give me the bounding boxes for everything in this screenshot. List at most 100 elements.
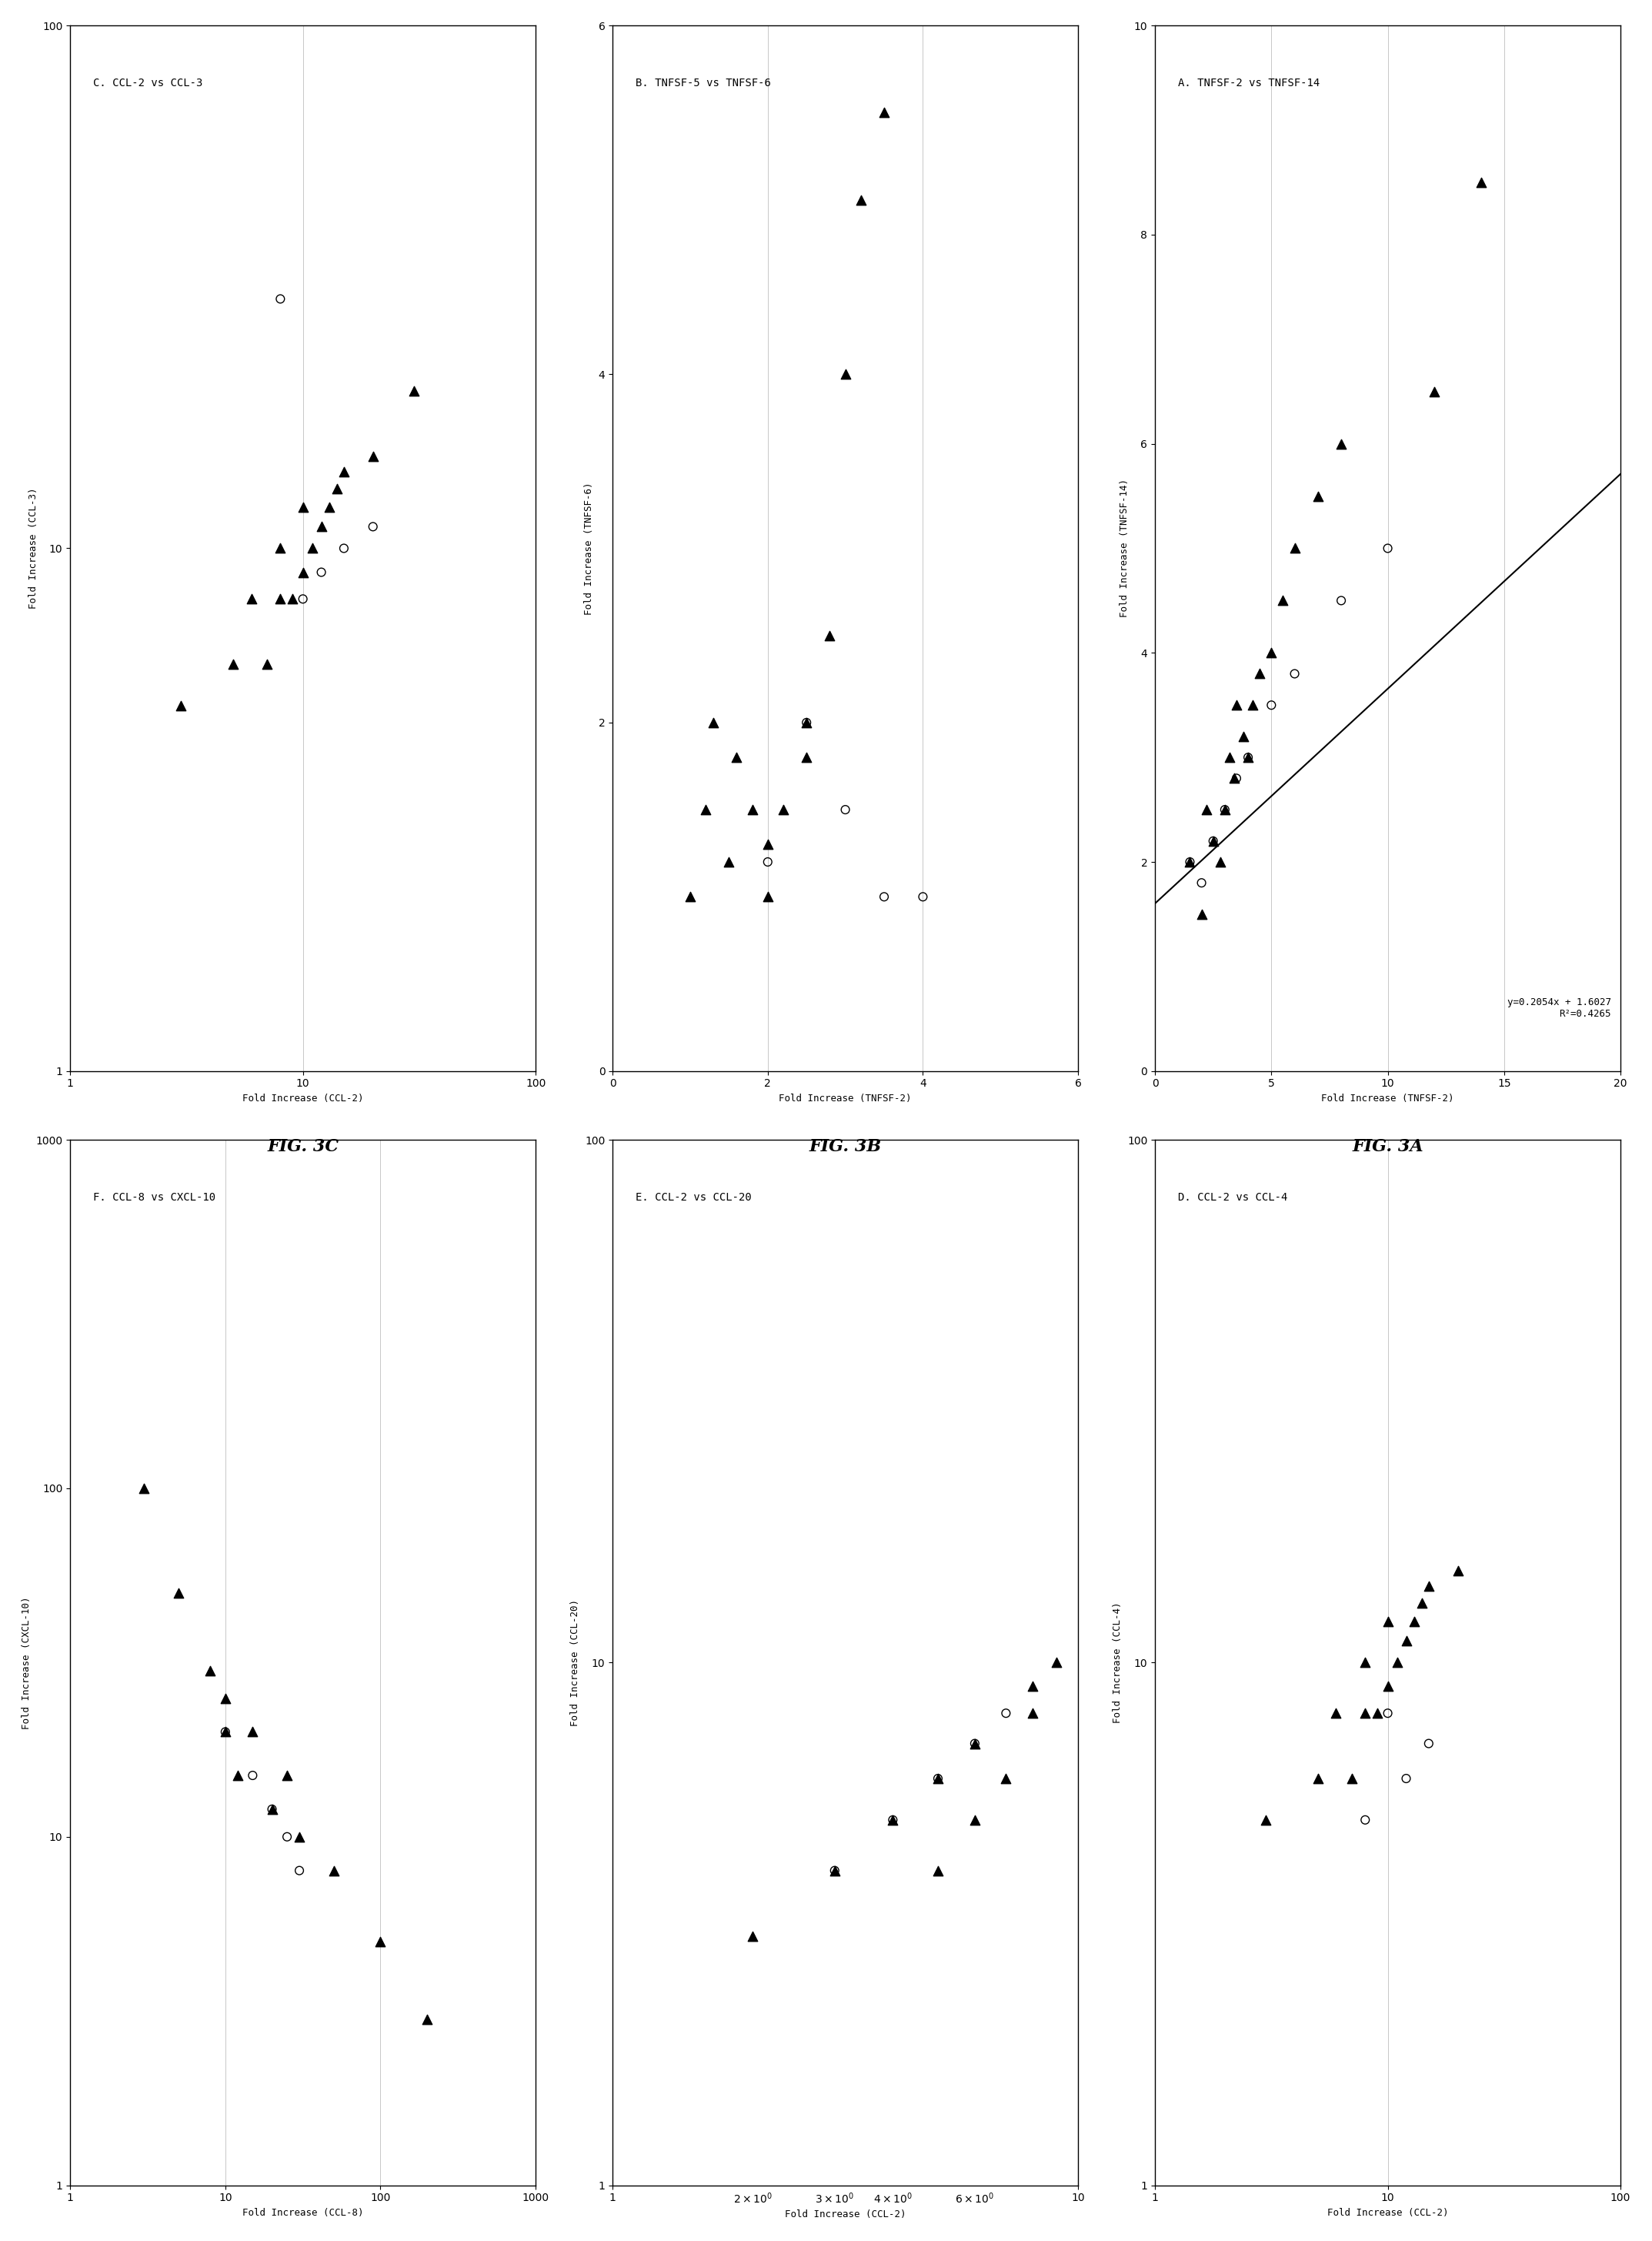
Point bbox=[1252, 1802, 1279, 1838]
Point bbox=[324, 471, 350, 506]
Point bbox=[1211, 791, 1237, 827]
Point bbox=[1444, 1553, 1470, 1589]
Point bbox=[1351, 1645, 1378, 1681]
Point bbox=[816, 619, 843, 654]
Point bbox=[289, 554, 316, 589]
Point bbox=[1467, 164, 1493, 199]
Point bbox=[833, 356, 859, 392]
Point bbox=[1208, 845, 1234, 881]
Point bbox=[1222, 688, 1249, 724]
X-axis label: Fold Increase (TNFSF-2): Fold Increase (TNFSF-2) bbox=[1322, 1094, 1454, 1103]
Point bbox=[871, 878, 897, 914]
Point bbox=[1270, 583, 1297, 619]
Point bbox=[1176, 845, 1203, 881]
Point bbox=[240, 1757, 266, 1793]
Point bbox=[1211, 791, 1237, 827]
Y-axis label: Fold Increase (CCL-4): Fold Increase (CCL-4) bbox=[1113, 1602, 1123, 1723]
Point bbox=[1328, 426, 1355, 462]
Point bbox=[1374, 531, 1401, 567]
Point bbox=[1221, 760, 1247, 796]
Point bbox=[211, 1714, 238, 1750]
Point bbox=[211, 1714, 238, 1750]
Point bbox=[1188, 865, 1214, 901]
Point bbox=[1247, 657, 1274, 692]
Point bbox=[1239, 688, 1265, 724]
Point bbox=[1365, 1694, 1391, 1730]
Point bbox=[1374, 1602, 1401, 1638]
Text: FIG. 3A: FIG. 3A bbox=[1351, 1138, 1424, 1154]
X-axis label: Fold Increase (CCL-2): Fold Increase (CCL-2) bbox=[243, 1094, 363, 1103]
Point bbox=[360, 509, 387, 545]
Point bbox=[755, 827, 781, 863]
Point bbox=[289, 580, 316, 616]
Point bbox=[925, 1761, 952, 1797]
Point bbox=[1019, 1670, 1046, 1705]
Point bbox=[1393, 1622, 1419, 1658]
Point bbox=[1259, 634, 1285, 670]
Point bbox=[925, 1853, 952, 1889]
Point bbox=[286, 1853, 312, 1889]
Text: FIG. 3C: FIG. 3C bbox=[268, 1138, 339, 1154]
Point bbox=[274, 1820, 301, 1856]
X-axis label: Fold Increase (TNFSF-2): Fold Increase (TNFSF-2) bbox=[780, 1094, 912, 1103]
Point bbox=[1393, 1761, 1419, 1797]
Y-axis label: Fold Increase (CXCL-10): Fold Increase (CXCL-10) bbox=[21, 1596, 31, 1728]
Point bbox=[1351, 1694, 1378, 1730]
Point bbox=[1282, 657, 1308, 692]
Point bbox=[367, 1923, 393, 1959]
Point bbox=[1199, 822, 1226, 858]
Point bbox=[1351, 1802, 1378, 1838]
Point bbox=[1384, 1645, 1411, 1681]
Point bbox=[211, 1681, 238, 1717]
Point bbox=[1323, 1694, 1350, 1730]
Point bbox=[1216, 740, 1242, 775]
Point bbox=[879, 1802, 905, 1838]
Point bbox=[1374, 1694, 1401, 1730]
Point bbox=[330, 531, 357, 567]
Point bbox=[700, 704, 727, 740]
X-axis label: Fold Increase (CCL-2): Fold Increase (CCL-2) bbox=[1327, 2207, 1449, 2219]
Point bbox=[1305, 1761, 1332, 1797]
Point bbox=[961, 1726, 988, 1761]
Point bbox=[131, 1470, 157, 1506]
Point bbox=[316, 489, 342, 524]
Text: FIG. 3B: FIG. 3B bbox=[809, 1138, 882, 1154]
Point bbox=[755, 878, 781, 914]
Point bbox=[401, 372, 428, 408]
Point bbox=[925, 1761, 952, 1797]
Point bbox=[993, 1761, 1019, 1797]
Y-axis label: Fold Increase (TNFSF-14): Fold Increase (TNFSF-14) bbox=[1120, 480, 1130, 619]
Point bbox=[1421, 374, 1447, 410]
Point bbox=[1231, 719, 1257, 755]
Text: D. CCL-2 vs CCL-4: D. CCL-2 vs CCL-4 bbox=[1178, 1192, 1289, 1203]
Point bbox=[1282, 531, 1308, 567]
Point bbox=[165, 1575, 192, 1611]
Point bbox=[1222, 760, 1249, 796]
Point bbox=[320, 1853, 347, 1889]
Point bbox=[1328, 583, 1355, 619]
Point bbox=[1374, 1670, 1401, 1705]
Point bbox=[1188, 896, 1214, 932]
Point bbox=[225, 1757, 251, 1793]
Point bbox=[724, 740, 750, 775]
Text: E. CCL-2 vs CCL-20: E. CCL-2 vs CCL-20 bbox=[636, 1192, 752, 1203]
Point bbox=[259, 1791, 286, 1826]
Point bbox=[268, 280, 294, 316]
Point bbox=[821, 1853, 847, 1889]
Point bbox=[793, 704, 819, 740]
Point bbox=[821, 1853, 847, 1889]
Point bbox=[740, 1918, 767, 1954]
Point bbox=[268, 580, 294, 616]
Point bbox=[1416, 1726, 1442, 1761]
X-axis label: Fold Increase (CCL-2): Fold Increase (CCL-2) bbox=[785, 2210, 905, 2219]
Text: C. CCL-2 vs CCL-3: C. CCL-2 vs CCL-3 bbox=[94, 78, 203, 90]
Point bbox=[715, 845, 742, 881]
Point bbox=[415, 2001, 441, 2037]
Point bbox=[910, 878, 937, 914]
Point bbox=[1416, 1569, 1442, 1605]
Point bbox=[1338, 1761, 1365, 1797]
Text: F. CCL-8 vs CXCL-10: F. CCL-8 vs CXCL-10 bbox=[94, 1192, 216, 1203]
Text: y=0.2054x + 1.6027
R²=0.4265: y=0.2054x + 1.6027 R²=0.4265 bbox=[1507, 997, 1611, 1020]
Point bbox=[309, 554, 335, 589]
Point bbox=[1236, 740, 1262, 775]
